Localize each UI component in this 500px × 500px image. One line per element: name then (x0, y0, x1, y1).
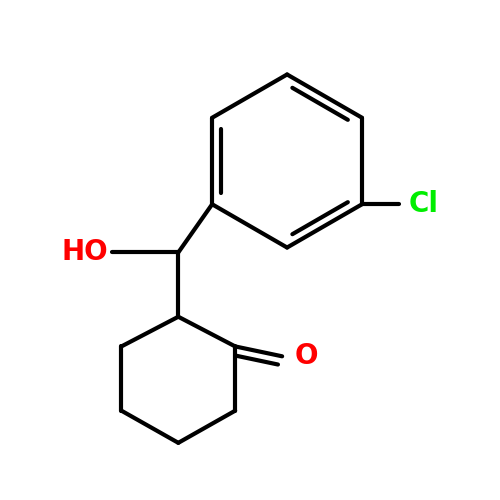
Text: O: O (295, 342, 318, 370)
Text: HO: HO (61, 238, 108, 266)
Text: Cl: Cl (409, 190, 439, 218)
